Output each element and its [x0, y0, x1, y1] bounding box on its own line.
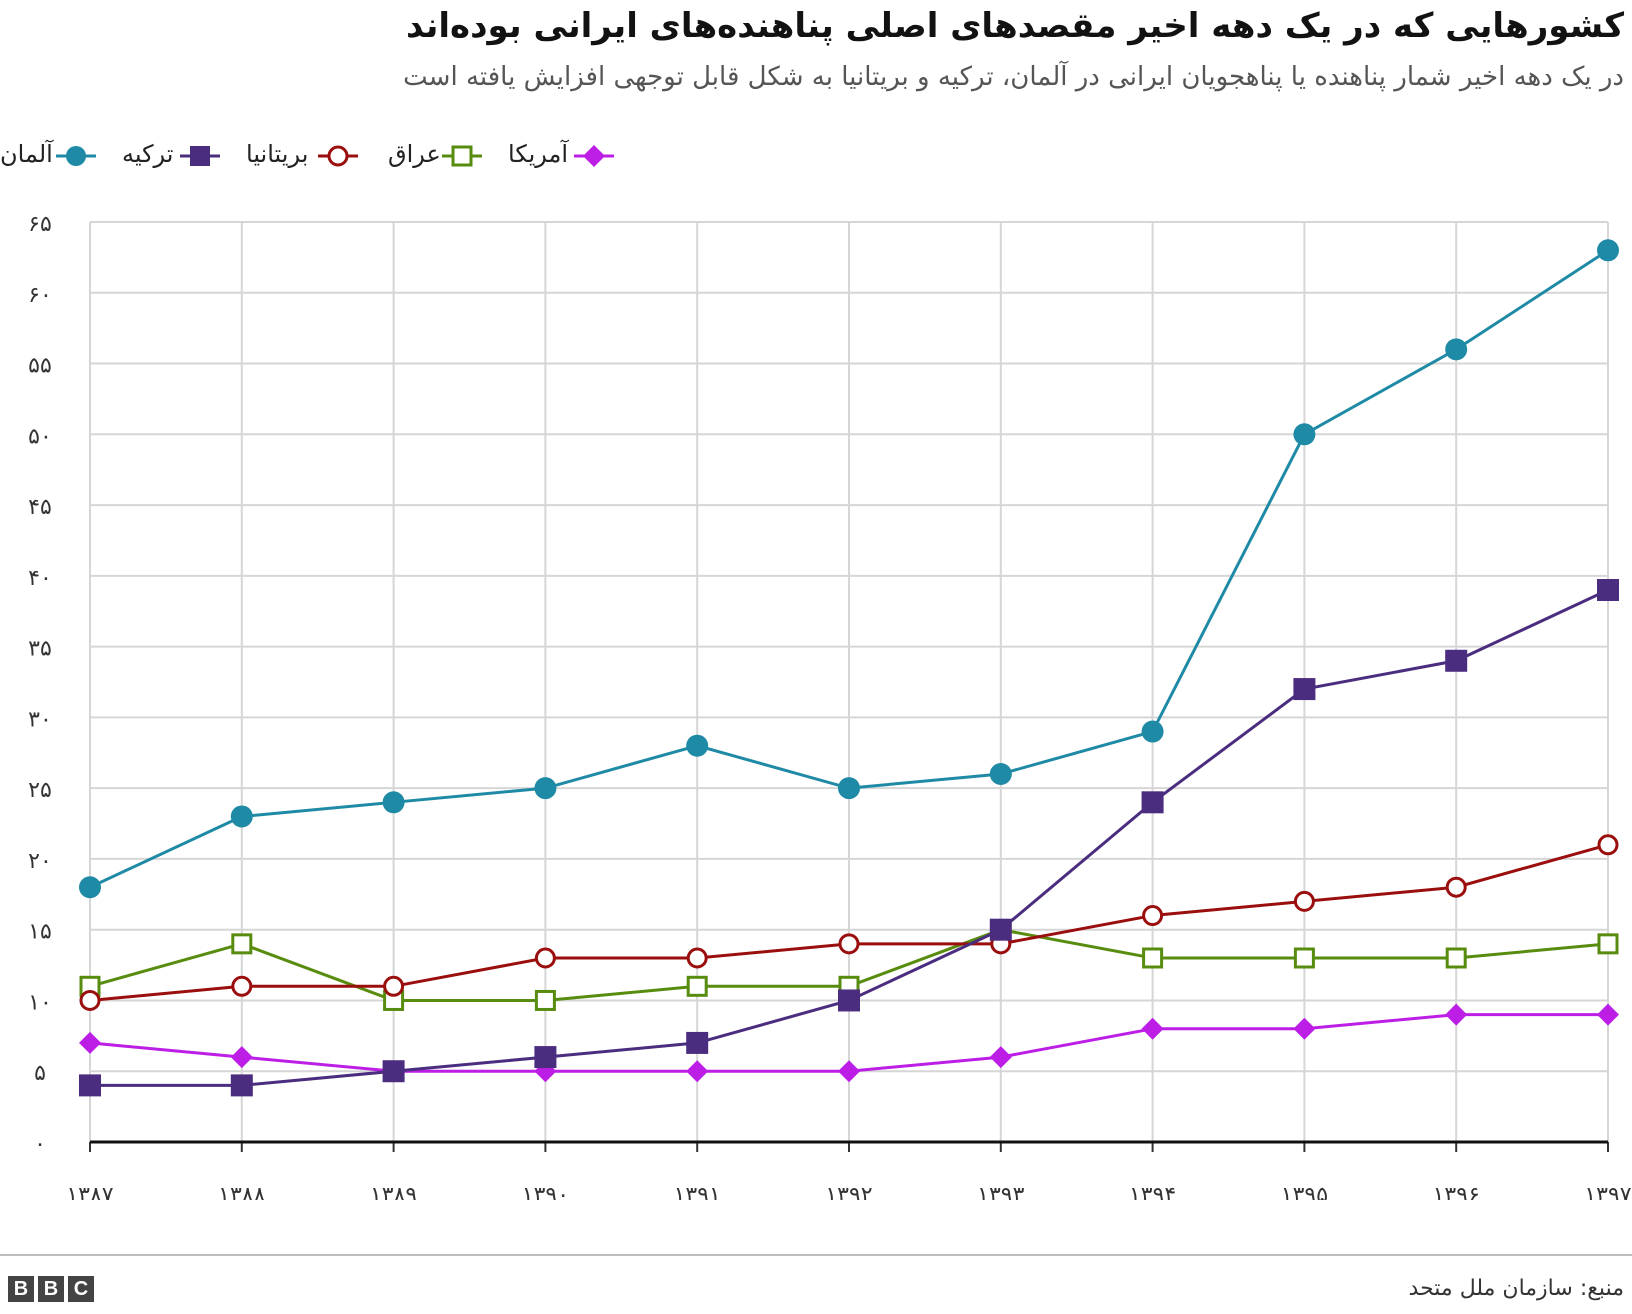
x-tick-label: ۱۳۹۰ — [522, 1183, 569, 1200]
legend-label: ترکیه — [122, 140, 174, 168]
data-point — [686, 1060, 709, 1083]
data-point — [79, 1074, 101, 1097]
data-point — [534, 1046, 557, 1069]
data-point — [1597, 239, 1619, 262]
y-tick-label: ۳۰ — [28, 707, 52, 732]
x-tick-label: ۱۳۸۹ — [370, 1183, 417, 1200]
data-point — [1141, 1017, 1164, 1040]
y-tick-label: ۶۰ — [28, 283, 52, 308]
data-point — [1141, 791, 1164, 814]
x-tick-label: ۱۳۹۵ — [1281, 1183, 1328, 1200]
data-point — [534, 1060, 557, 1083]
source-note: منبع: سازمان ملل متحد — [1408, 1276, 1624, 1301]
data-point — [382, 791, 405, 814]
y-tick-label: ۶۵ — [28, 212, 52, 237]
y-tick-label: ۴۰ — [28, 566, 52, 591]
data-point — [1445, 947, 1467, 969]
data-point — [230, 1074, 253, 1097]
data-point — [989, 1046, 1012, 1069]
x-tick-label: ۱۳۹۴ — [1129, 1183, 1176, 1200]
legend-label: آلمان — [0, 140, 53, 168]
x-tick-label: ۱۳۹۶ — [1433, 1183, 1480, 1200]
series-layer — [79, 239, 1619, 1097]
data-point — [1445, 876, 1467, 898]
data-point — [838, 777, 860, 800]
logo-letter: C — [68, 1276, 94, 1302]
footer-divider — [0, 1254, 1632, 1256]
y-tick-label: ۱۵ — [28, 920, 52, 945]
data-point — [1445, 1003, 1468, 1026]
x-tick-label: ۱۳۹۲ — [825, 1183, 872, 1200]
data-point — [1293, 678, 1316, 701]
axis-layer: ۰ ۵ ۱۰ ۱۵ ۲۰ ۲۵ ۳۰ ۳۵ ۴۰ ۴۵ ۵۰ ۵۵ ۶۰ ۶۵ ۱۳۸۷ ۱۳۸۸ ۱۳۸۹ ۱۳… — [28, 212, 1632, 1200]
data-point — [686, 1031, 709, 1054]
x-tick-label: ۱۳۹۷ — [1584, 1183, 1631, 1200]
y-tick-label: ۵۵ — [28, 354, 52, 379]
bbc-logo: B B C — [8, 1276, 94, 1304]
data-point — [230, 805, 253, 828]
chart-legend: آلمان ترکیه بریتانیا عراق آمریکا — [0, 138, 700, 174]
y-tick-label: ۵۰ — [28, 424, 52, 449]
data-point — [1597, 834, 1619, 856]
data-point — [1597, 1003, 1619, 1026]
data-point — [686, 947, 708, 969]
data-point — [1597, 579, 1619, 601]
chart-title: کشورهایی که در یک دهه اخیر مقصدهای اصلی … — [405, 6, 1624, 46]
x-tick-label: ۱۳۹۱ — [674, 1183, 721, 1200]
y-tick-label: ۳۵ — [28, 637, 52, 662]
data-point — [1445, 338, 1468, 361]
data-point — [1142, 905, 1164, 927]
data-point — [1293, 423, 1316, 446]
legend-label: عراق — [388, 140, 441, 168]
logo-letter: B — [38, 1276, 64, 1302]
data-point — [838, 1060, 860, 1083]
data-point — [1293, 1017, 1316, 1040]
x-tick-label: ۱۳۸۷ — [66, 1183, 113, 1200]
data-point — [231, 975, 253, 997]
data-point — [383, 975, 405, 997]
line-chart: ۰ ۵ ۱۰ ۱۵ ۲۰ ۲۵ ۳۰ ۳۵ ۴۰ ۴۵ ۵۰ ۵۵ ۶۰ ۶۵ ۱۳۸۷ ۱۳۸۸ ۱۳۸۹ ۱۳… — [28, 212, 1632, 1200]
y-tick-label: ۴۵ — [28, 495, 52, 520]
x-tick-label: ۱۳۸۸ — [218, 1183, 265, 1200]
data-point — [230, 1046, 253, 1069]
data-point — [989, 918, 1012, 941]
legend-label: آمریکا — [508, 140, 569, 168]
data-point — [79, 1031, 101, 1054]
y-tick-label: ۲۰ — [28, 849, 52, 874]
data-point — [838, 989, 860, 1012]
chart-subtitle: در یک دهه اخیر شمار پناهنده یا پناهجویان… — [403, 62, 1624, 92]
y-tick-label: ۲۵ — [28, 778, 52, 803]
data-point — [989, 763, 1012, 785]
legend-diamond-filled-icon — [574, 145, 614, 167]
data-point — [79, 876, 101, 899]
data-point — [382, 1060, 405, 1083]
y-tick-label: ۵ — [34, 1061, 46, 1086]
x-tick-label: ۱۳۹۳ — [977, 1183, 1024, 1200]
data-point — [534, 777, 557, 800]
data-point — [686, 734, 709, 757]
data-point — [1141, 720, 1164, 743]
legend-square-open-icon — [442, 145, 482, 167]
data-point — [1293, 890, 1315, 912]
y-tick-label: ۰ — [34, 1132, 46, 1157]
data-point — [534, 989, 556, 1011]
data-point — [1142, 947, 1164, 969]
legend-circle-open-icon — [318, 145, 358, 167]
legend-square-filled-icon — [180, 146, 220, 166]
y-tick-label: ۱۰ — [28, 990, 52, 1015]
data-point — [1445, 649, 1468, 672]
data-point — [231, 933, 253, 955]
data-point — [1293, 947, 1315, 969]
data-point — [838, 933, 860, 955]
data-point — [686, 975, 708, 997]
legend-label: بریتانیا — [246, 140, 309, 168]
legend-circle-filled-icon — [56, 146, 96, 166]
logo-letter: B — [8, 1276, 34, 1302]
data-point — [1597, 933, 1619, 955]
data-point — [79, 989, 101, 1011]
data-point — [534, 947, 556, 969]
